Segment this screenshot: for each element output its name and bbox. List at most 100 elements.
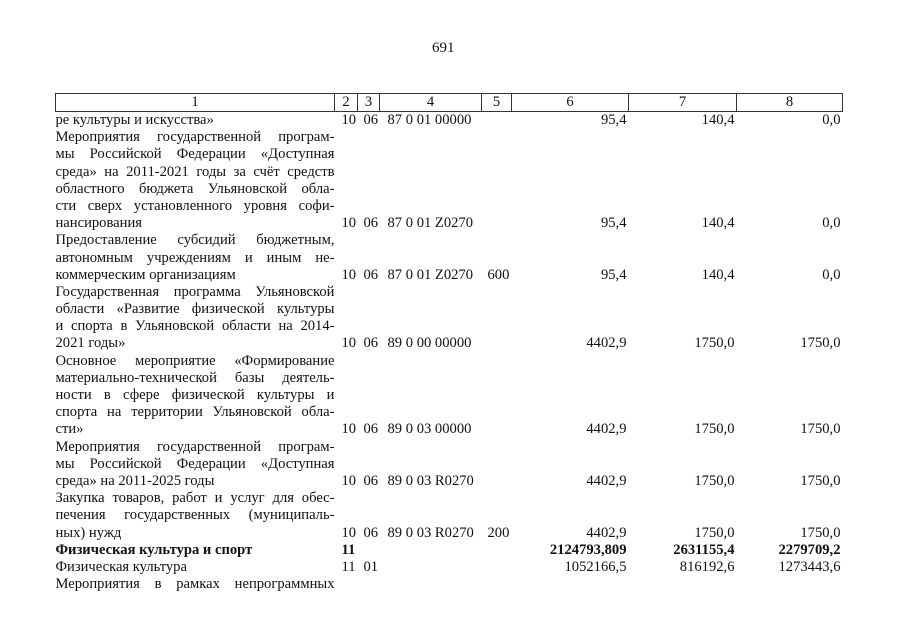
description-line: среда» на 2011-2021 годы за счёт средств bbox=[55, 163, 335, 180]
col-header-5: 5 bbox=[481, 93, 512, 112]
table-row: Мероприятия в рамках непрограммных bbox=[56, 576, 843, 593]
row-description: Физическая культура и спорт bbox=[56, 542, 335, 559]
amount-col-6: 1052166,5 bbox=[564, 558, 627, 575]
amount-col-6: 4402,9 bbox=[586, 335, 627, 352]
subsection-code bbox=[358, 542, 380, 559]
section-code: 10 bbox=[341, 215, 357, 232]
expense-type-code bbox=[482, 576, 512, 593]
expense-type-code: 200 bbox=[487, 524, 510, 541]
section-code: 10 bbox=[341, 421, 357, 438]
description-line: ре культуры и искусства» bbox=[55, 112, 214, 129]
amount-col-8: 1750,0 bbox=[800, 421, 841, 438]
amount-col-8: 1273443,6 bbox=[778, 558, 841, 575]
section-code bbox=[335, 576, 358, 593]
description-line: области «Развитие физической культуры bbox=[55, 301, 335, 318]
budget-table: 1 2 3 4 5 6 7 8 ре культуры и искусства»… bbox=[55, 93, 843, 593]
amount-col-7 bbox=[629, 576, 737, 593]
section-code: 10 bbox=[341, 335, 357, 352]
expense-type-code bbox=[482, 559, 512, 576]
description-line: коммерческим организациям bbox=[55, 266, 236, 283]
target-article-code: 87 0 01 Z0270 bbox=[387, 266, 474, 283]
table-row: Мероприятия государственной програм-мы Р… bbox=[56, 439, 843, 491]
amount-col-6: 95,4 bbox=[600, 266, 627, 283]
amount-col-6: 95,4 bbox=[600, 215, 627, 232]
target-article-code: 89 0 00 00000 bbox=[387, 335, 472, 352]
amount-col-8: 1750,0 bbox=[800, 335, 841, 352]
col-header-8: 8 bbox=[736, 93, 843, 112]
row-description: Мероприятия государственной програм-мы Р… bbox=[56, 439, 335, 491]
description-line: Мероприятия в рамках непрограммных bbox=[55, 576, 335, 593]
section-code: 10 bbox=[341, 112, 357, 128]
amount-col-7: 140,4 bbox=[701, 112, 735, 128]
description-line: печения государственных (муниципаль- bbox=[55, 507, 335, 524]
expense-type-code bbox=[482, 353, 512, 439]
description-line: автономным учреждениям и иным не- bbox=[55, 249, 335, 266]
description-line: Мероприятия государственной програм- bbox=[55, 438, 335, 455]
target-article-code: 89 0 03 R0270 bbox=[387, 524, 474, 541]
amount-col-6: 4402,9 bbox=[586, 524, 627, 541]
table-row: Физическая культура 11 01 1052166,5 816192,6… bbox=[56, 559, 843, 576]
description-line: материально-технической базы деятель- bbox=[55, 369, 335, 386]
description-line: ности в сфере физической культуры и bbox=[55, 387, 335, 404]
amount-col-8 bbox=[737, 576, 843, 593]
target-article-code: 89 0 03 00000 bbox=[387, 421, 472, 438]
row-description: Мероприятия государственной програм-мы Р… bbox=[56, 129, 335, 232]
description-line: Физическая культура bbox=[55, 558, 187, 575]
row-description: Предоставление субсидий бюджетным, автоно… bbox=[56, 232, 335, 284]
amount-col-8: 0,0 bbox=[822, 215, 841, 232]
col-header-2: 2 bbox=[334, 93, 358, 112]
description-line: областного бюджета Ульяновской обла- bbox=[55, 180, 335, 197]
row-description: Мероприятия в рамках непрограммных bbox=[56, 576, 335, 593]
description-line: и спорта в Ульяновской области на 2014- bbox=[55, 318, 335, 335]
amount-col-7: 816192,6 bbox=[679, 558, 735, 575]
table-row: Государственная программа Ульяновской обл… bbox=[56, 284, 843, 353]
target-article-code: 87 0 01 Z0270 bbox=[387, 215, 474, 232]
description-line: Основное мероприятие «Формирование bbox=[55, 352, 335, 369]
section-code: 11 bbox=[341, 558, 356, 575]
expense-type-code bbox=[482, 439, 512, 491]
description-line: нансирования bbox=[55, 215, 143, 232]
target-article-code: 89 0 03 R0270 bbox=[387, 472, 474, 489]
expense-type-code bbox=[482, 129, 512, 232]
subsection-code: 06 bbox=[363, 524, 379, 541]
amount-col-8: 1750,0 bbox=[800, 524, 841, 541]
description-line: Государственная программа Ульяновской bbox=[55, 283, 335, 300]
col-header-4: 4 bbox=[379, 93, 482, 112]
table-row: Закупка товаров, работ и услуг для обес-… bbox=[56, 490, 843, 542]
subsection-code: 06 bbox=[363, 266, 379, 283]
row-description: Закупка товаров, работ и услуг для обес-… bbox=[56, 490, 335, 542]
subsection-code: 06 bbox=[363, 215, 379, 232]
row-description: ре культуры и искусства» bbox=[56, 112, 335, 130]
description-line: 2021 годы» bbox=[55, 335, 126, 352]
amount-col-7: 2631155,4 bbox=[673, 541, 735, 558]
amount-col-6 bbox=[512, 576, 629, 593]
table-row: Предоставление субсидий бюджетным, автоно… bbox=[56, 232, 843, 284]
col-header-6: 6 bbox=[511, 93, 629, 112]
amount-col-7: 140,4 bbox=[701, 266, 735, 283]
subsection-code bbox=[358, 576, 380, 593]
amount-col-6: 4402,9 bbox=[586, 472, 627, 489]
section-code: 11 bbox=[341, 541, 356, 558]
description-line: спорта на территории Ульяновской обла- bbox=[55, 404, 335, 421]
subsection-code: 06 bbox=[363, 472, 379, 489]
subsection-code: 06 bbox=[363, 112, 379, 128]
description-line: Физическая культура и спорт bbox=[55, 541, 253, 558]
table-row: Основное мероприятие «Формирование матери… bbox=[56, 353, 843, 439]
section-code: 10 bbox=[341, 524, 357, 541]
description-line: Мероприятия государственной програм- bbox=[55, 129, 335, 146]
description-line: Закупка товаров, работ и услуг для обес- bbox=[55, 490, 335, 507]
amount-col-6: 4402,9 bbox=[586, 421, 627, 438]
amount-col-8: 0,0 bbox=[822, 266, 841, 283]
amount-col-7: 140,4 bbox=[701, 215, 735, 232]
amount-col-8: 1750,0 bbox=[800, 472, 841, 489]
amount-col-7: 1750,0 bbox=[694, 421, 735, 438]
amount-col-8: 0,0 bbox=[822, 112, 841, 128]
col-header-3: 3 bbox=[357, 93, 380, 112]
amount-col-7: 1750,0 bbox=[694, 524, 735, 541]
target-article-code bbox=[380, 576, 482, 593]
target-article-code bbox=[380, 542, 482, 559]
expense-type-code bbox=[482, 542, 512, 559]
target-article-code: 87 0 01 00000 bbox=[387, 112, 472, 128]
row-description: Государственная программа Ульяновской обл… bbox=[56, 284, 335, 353]
description-line: мы Российской Федерации «Доступная bbox=[55, 146, 335, 163]
